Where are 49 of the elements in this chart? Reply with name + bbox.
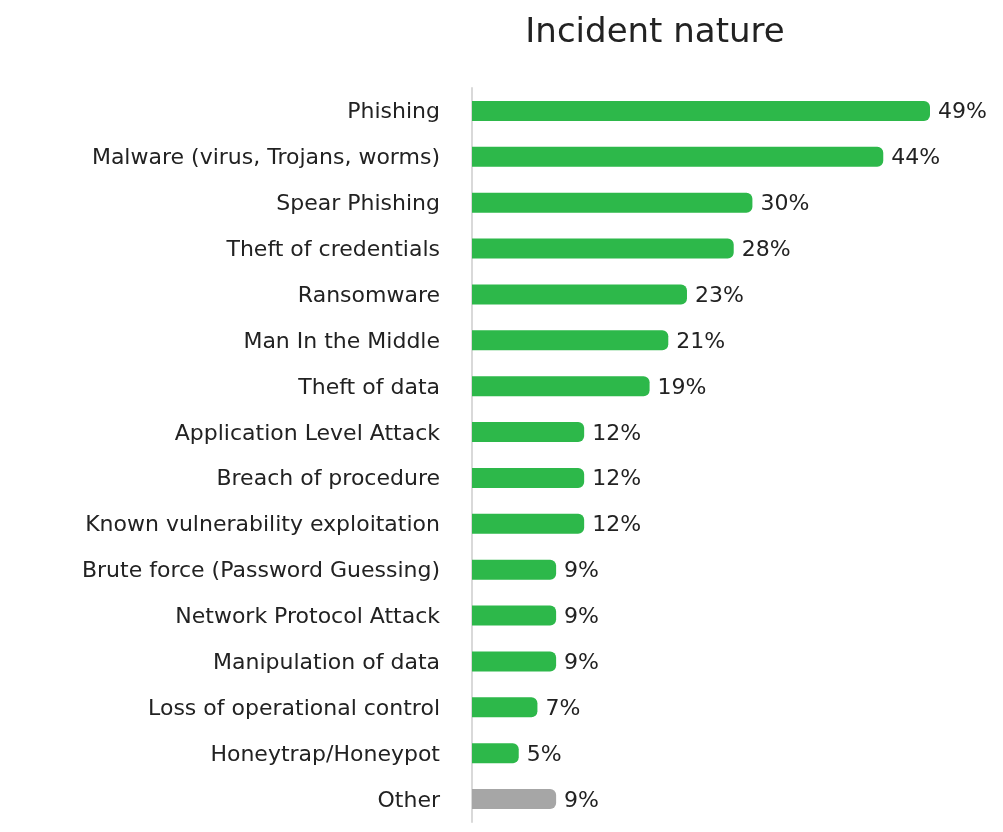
- y-tick-label: Application Level Attack: [174, 419, 441, 445]
- y-tick-label: Brute force (Password Guessing): [81, 557, 440, 583]
- bar: [472, 697, 538, 718]
- y-tick-label: Other: [377, 786, 441, 812]
- bar: [472, 513, 585, 534]
- bar: [472, 743, 519, 764]
- bar: [472, 605, 557, 626]
- bar: [472, 376, 650, 397]
- bar: [472, 146, 884, 167]
- y-tick-label: Theft of credentials: [225, 236, 440, 262]
- data-label: 28%: [741, 236, 791, 262]
- chart-title: Incident nature: [525, 10, 785, 50]
- bar: [472, 559, 557, 580]
- y-tick-label: Honeytrap/Honeypot: [210, 740, 441, 766]
- y-tick-label: Network Protocol Attack: [175, 603, 441, 629]
- data-label: 5%: [526, 740, 562, 766]
- data-label: 7%: [545, 694, 581, 720]
- y-tick-label: Breach of procedure: [216, 465, 440, 491]
- data-label: 9%: [564, 603, 600, 629]
- y-tick-label: Manipulation of data: [213, 648, 440, 674]
- bar: [472, 100, 930, 121]
- data-label: 12%: [592, 511, 642, 537]
- data-label: 21%: [676, 327, 726, 353]
- bar: [472, 789, 557, 810]
- y-tick-label: Loss of operational control: [148, 694, 440, 720]
- bar: [472, 651, 557, 672]
- bar: [472, 238, 734, 259]
- data-label: 9%: [564, 557, 600, 583]
- bar: [472, 467, 585, 488]
- y-tick-label: Malware (virus, Trojans, worms): [91, 144, 440, 170]
- data-label: 9%: [564, 786, 600, 812]
- bar: [472, 284, 687, 305]
- y-tick-label: Spear Phishing: [276, 190, 440, 216]
- data-label: 23%: [694, 281, 744, 307]
- data-label: 12%: [592, 419, 642, 445]
- data-label: 49%: [938, 98, 987, 124]
- y-tick-label: Known vulnerability exploitation: [85, 511, 440, 537]
- y-tick-label: Man In the Middle: [243, 327, 440, 353]
- data-label: 19%: [657, 373, 707, 399]
- data-label: 44%: [891, 144, 941, 170]
- data-label: 9%: [564, 648, 600, 674]
- bar: [472, 192, 753, 213]
- y-tick-label: Ransomware: [297, 281, 440, 307]
- bar: [472, 330, 669, 351]
- y-tick-label: Phishing: [347, 98, 440, 124]
- bar: [472, 422, 585, 443]
- data-label: 12%: [592, 465, 642, 491]
- y-tick-label: Theft of data: [297, 373, 440, 399]
- data-label: 30%: [760, 190, 810, 216]
